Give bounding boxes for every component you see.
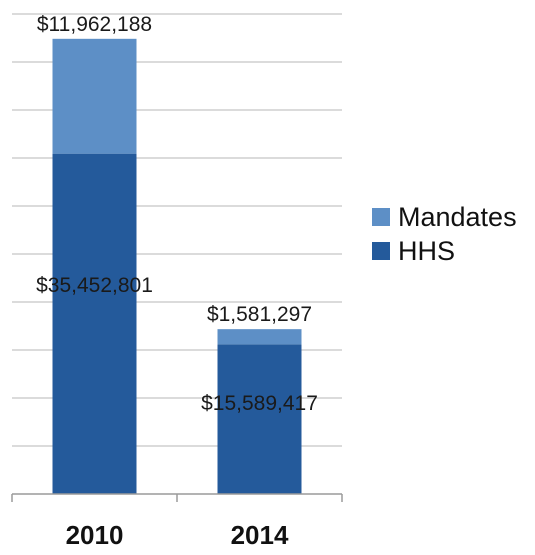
bars xyxy=(52,38,302,494)
bar-mandates-2010 xyxy=(52,38,137,154)
data-label-mandates-2010: $11,962,188 xyxy=(37,13,152,36)
legend-label-hhs: HHS xyxy=(398,235,456,266)
legend-item-mandates: Mandates xyxy=(372,200,517,234)
bar-hhs-2014 xyxy=(217,344,302,494)
x-axis: 2010 2014 xyxy=(11,493,343,550)
legend-swatch-hhs xyxy=(372,242,390,260)
legend: Mandates HHS xyxy=(372,200,517,268)
bar-mandates-2014 xyxy=(217,329,302,345)
data-label-hhs-2014: $15,589,417 xyxy=(201,392,318,415)
data-labels: $35,452,801 $11,962,188 $15,589,417 $1,581,… xyxy=(36,13,318,415)
data-label-mandates-2014: $1,581,297 xyxy=(207,303,312,326)
legend-label-mandates: Mandates xyxy=(398,201,517,232)
x-tick-label-2010: 2010 xyxy=(66,520,124,550)
legend-item-hhs: HHS xyxy=(372,234,517,268)
x-tick-label-2014: 2014 xyxy=(231,520,289,550)
bar-hhs-2010 xyxy=(52,153,137,494)
legend-swatch-mandates xyxy=(372,208,390,226)
data-label-hhs-2010: $35,452,801 xyxy=(36,274,153,297)
